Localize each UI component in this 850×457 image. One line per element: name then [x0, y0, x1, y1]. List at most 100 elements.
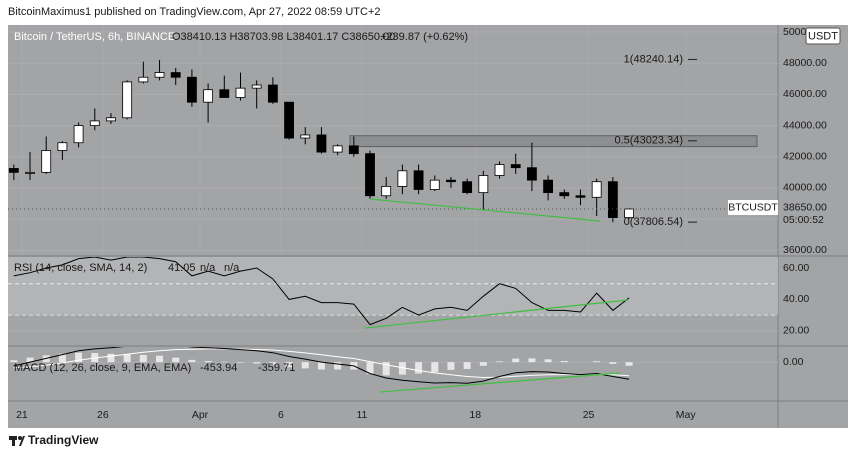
countdown: 05:00:52 [783, 214, 824, 226]
candle-body [170, 72, 181, 78]
footer: TradingView [28, 433, 99, 447]
macd-hist [415, 362, 423, 374]
trend-line [364, 299, 629, 329]
macd-hist [447, 362, 455, 370]
macd-readout: -453.94 [200, 362, 237, 374]
y-tick-label: 42000.00 [783, 151, 827, 163]
x-tick-label: May [676, 409, 697, 421]
currency[interactable]: USDT [808, 30, 838, 42]
candle-body [381, 185, 392, 197]
candle-body [57, 142, 68, 151]
x-tick-label: 21 [16, 409, 28, 421]
header: BitcoinMaximus1 published on TradingView… [8, 6, 381, 18]
rsi-readout: n/a [200, 262, 216, 274]
x-tick-label: 18 [469, 409, 481, 421]
macd-hist [253, 362, 261, 364]
macd-hist [334, 362, 342, 370]
macd-hist [398, 362, 406, 375]
y-tick-label: 40000.00 [783, 182, 827, 194]
y-tick-label: 40.00 [783, 293, 809, 305]
currency-badge[interactable] [805, 27, 841, 45]
legend-change: +239.87 (+0.62%) [380, 31, 468, 43]
fib-label: 0(37806.54) [624, 216, 683, 228]
candle-body [527, 167, 537, 181]
macd-hist [139, 354, 147, 363]
symbol-badge-text: BTCUSDT [728, 201, 778, 213]
candle-body [219, 89, 230, 98]
candle-body [203, 89, 214, 103]
candle-body [89, 120, 100, 126]
x-tick-label: 6 [278, 409, 284, 421]
macd-hist [204, 361, 212, 363]
macd-hist [317, 362, 325, 370]
y-tick-label: 48000.00 [783, 57, 827, 69]
trend-line [379, 372, 621, 393]
x-tick-label: 11 [356, 409, 367, 421]
macd-hist [10, 360, 18, 363]
x-tick-label: 26 [97, 409, 109, 421]
candle-body [122, 81, 133, 119]
macd-hist [188, 359, 196, 363]
y-tick-label: 46000.00 [783, 88, 827, 100]
candle-body [154, 72, 165, 78]
macd-hist [560, 361, 568, 363]
price-badge [779, 200, 841, 228]
price-badge-text: 38650.00 [783, 201, 827, 213]
macd-hist [26, 357, 34, 363]
macd-hist [75, 352, 83, 363]
y-tick-label: 60.00 [783, 262, 809, 274]
candle-body [300, 134, 311, 139]
footer-logo [9, 436, 25, 446]
macd-hist [236, 362, 244, 363]
candle-body [187, 76, 197, 103]
macd-hist [269, 362, 277, 365]
rsi-line [13, 257, 630, 326]
candle-body [575, 195, 586, 198]
macd-label: MACD (12, 26, close, 9, EMA, EMA) [14, 362, 191, 374]
y-tick-label: 44000.00 [783, 119, 827, 131]
rsi-readout: n/a [224, 262, 240, 274]
macd-hist [431, 362, 439, 373]
candle-body [607, 181, 618, 218]
x-tick-label: Apr [192, 409, 209, 421]
macd-hist [172, 357, 180, 363]
macd-hist [382, 362, 390, 376]
macd-signal [13, 348, 630, 379]
rsi-label: RSI (14, close, SMA, 14, 2) [14, 262, 147, 274]
candle-body [462, 181, 473, 194]
candle-body [348, 145, 359, 155]
candle-body [251, 84, 262, 89]
candle-body [235, 87, 246, 98]
macd-hist [301, 362, 309, 369]
macd-hist [107, 353, 115, 363]
macd-hist [156, 355, 164, 363]
candle-body [510, 164, 521, 169]
candle-body [494, 164, 505, 176]
macd-readout: -359.71 [258, 362, 295, 374]
candle-body [478, 175, 489, 194]
macd-hist [285, 362, 293, 368]
candle-body [429, 179, 440, 190]
macd-hist [463, 362, 471, 369]
candle-body [138, 76, 149, 83]
macd-hist [528, 358, 536, 363]
zone [349, 135, 758, 148]
y-tick-label: 0.00 [783, 356, 804, 368]
macd-hist [609, 362, 617, 364]
macd-hist [544, 359, 552, 363]
macd-hist [512, 358, 520, 363]
y-tick-label: 20.00 [783, 325, 809, 337]
candle-body [8, 168, 19, 173]
candle-body [543, 179, 554, 194]
candle-body [332, 145, 343, 153]
macd-hist [123, 354, 131, 363]
candle-body [267, 84, 278, 103]
candle-body [559, 192, 570, 197]
y-tick-label: 36000.00 [783, 244, 827, 256]
x-tick-label: 25 [583, 409, 595, 421]
macd-hist [58, 353, 66, 363]
rsi-band [8, 257, 778, 316]
macd-hist [625, 362, 633, 366]
macd-hist [496, 361, 504, 363]
